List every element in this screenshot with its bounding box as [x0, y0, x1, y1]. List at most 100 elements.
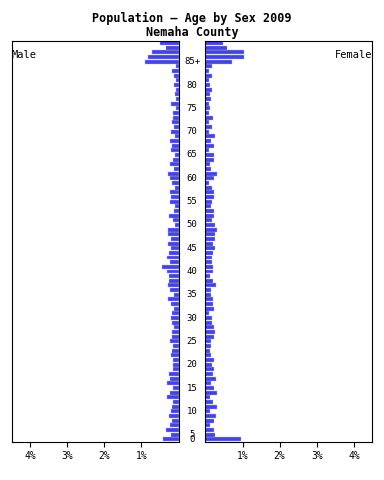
Bar	[205, 232, 215, 236]
Bar	[205, 405, 217, 408]
Text: Female: Female	[335, 50, 372, 60]
Bar	[205, 116, 213, 120]
Bar	[175, 186, 179, 190]
Bar	[205, 437, 241, 441]
Bar	[205, 432, 215, 437]
Bar	[205, 298, 214, 301]
Bar	[205, 274, 210, 278]
Text: 65: 65	[187, 151, 197, 159]
Bar	[170, 316, 179, 320]
Bar	[205, 83, 210, 87]
Bar	[174, 83, 179, 87]
Bar	[205, 353, 210, 358]
Bar	[168, 232, 179, 236]
Bar	[205, 186, 212, 190]
Bar	[162, 437, 179, 441]
Bar	[205, 46, 227, 50]
Bar	[205, 367, 214, 372]
Bar	[173, 218, 179, 222]
Bar	[205, 204, 212, 208]
Bar	[205, 157, 214, 162]
Text: 75: 75	[187, 104, 197, 113]
Text: 60: 60	[187, 174, 197, 183]
Bar	[205, 120, 209, 124]
Bar	[169, 214, 179, 217]
Bar	[205, 251, 213, 255]
Bar	[205, 130, 209, 133]
Bar	[172, 386, 179, 390]
Bar	[205, 176, 214, 180]
Bar	[172, 69, 179, 73]
Bar	[171, 237, 179, 241]
Text: 40: 40	[187, 267, 197, 276]
Bar	[175, 107, 179, 110]
Bar	[205, 428, 214, 432]
Bar	[205, 302, 214, 306]
Bar	[172, 349, 179, 353]
Bar	[205, 41, 223, 45]
Bar	[176, 97, 179, 101]
Bar	[152, 50, 179, 54]
Bar	[169, 372, 179, 376]
Bar	[172, 321, 179, 325]
Bar	[205, 288, 211, 292]
Bar	[205, 382, 210, 385]
Bar	[175, 153, 179, 157]
Bar	[172, 344, 179, 348]
Bar	[171, 432, 179, 437]
Bar	[205, 330, 215, 334]
Bar	[174, 209, 179, 213]
Bar	[174, 167, 179, 171]
Bar	[205, 349, 210, 353]
Bar	[205, 162, 210, 166]
Bar	[175, 204, 179, 208]
Bar	[168, 172, 179, 176]
Text: Population — Age by Sex 2009: Population — Age by Sex 2009	[92, 12, 292, 25]
Bar	[205, 307, 214, 311]
Bar	[205, 50, 244, 54]
Bar	[173, 157, 179, 162]
Bar	[205, 400, 213, 404]
Bar	[205, 60, 232, 64]
Bar	[173, 358, 179, 362]
Text: 50: 50	[187, 220, 197, 229]
Bar	[167, 269, 179, 274]
Bar	[205, 148, 209, 152]
Bar	[169, 251, 179, 255]
Bar	[205, 69, 209, 73]
Bar	[205, 111, 209, 115]
Bar	[172, 330, 179, 334]
Text: 10: 10	[187, 407, 197, 416]
Bar	[205, 209, 214, 213]
Bar	[205, 358, 214, 362]
Bar	[205, 125, 212, 129]
Bar	[205, 78, 209, 83]
Text: Nemaha County: Nemaha County	[146, 26, 238, 39]
Bar	[176, 78, 179, 83]
Bar	[172, 335, 179, 339]
Bar	[205, 167, 211, 171]
Bar	[170, 377, 179, 381]
Text: 70: 70	[187, 127, 197, 136]
Text: 30: 30	[187, 313, 197, 323]
Bar	[167, 396, 179, 399]
Bar	[205, 139, 210, 143]
Bar	[205, 377, 216, 381]
Bar	[170, 190, 179, 194]
Bar	[145, 60, 179, 64]
Bar	[205, 372, 214, 376]
Text: 80: 80	[187, 81, 197, 90]
Bar	[172, 120, 179, 124]
Bar	[175, 134, 179, 138]
Bar	[170, 288, 179, 292]
Bar	[172, 312, 179, 315]
Bar	[174, 307, 179, 311]
Bar	[205, 172, 217, 176]
Bar	[170, 139, 179, 143]
Text: 85+: 85+	[184, 57, 200, 66]
Text: 55: 55	[187, 197, 197, 206]
Bar	[174, 125, 179, 129]
Bar	[205, 218, 212, 222]
Bar	[177, 64, 179, 69]
Bar	[160, 41, 179, 45]
